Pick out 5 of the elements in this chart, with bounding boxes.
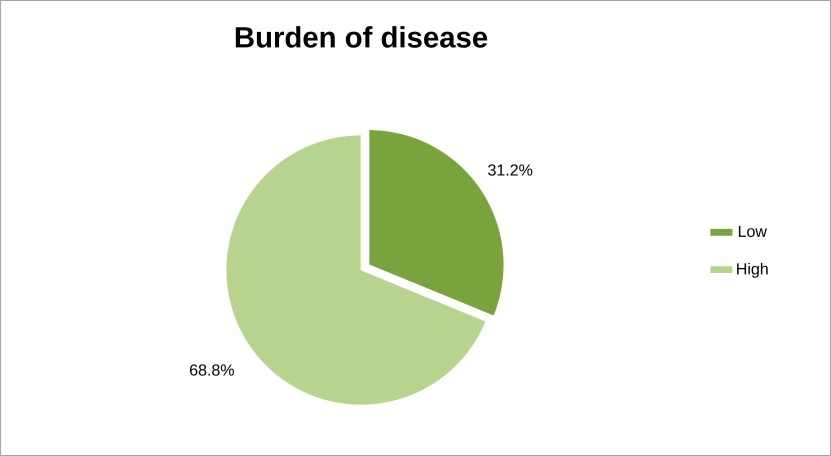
chart-title: Burden of disease (236, 26, 488, 48)
data-label: 31.2% (488, 164, 532, 176)
data-label: 68.8% (190, 364, 234, 376)
legend-label: High (737, 262, 768, 278)
legend-label: Low (738, 226, 767, 237)
